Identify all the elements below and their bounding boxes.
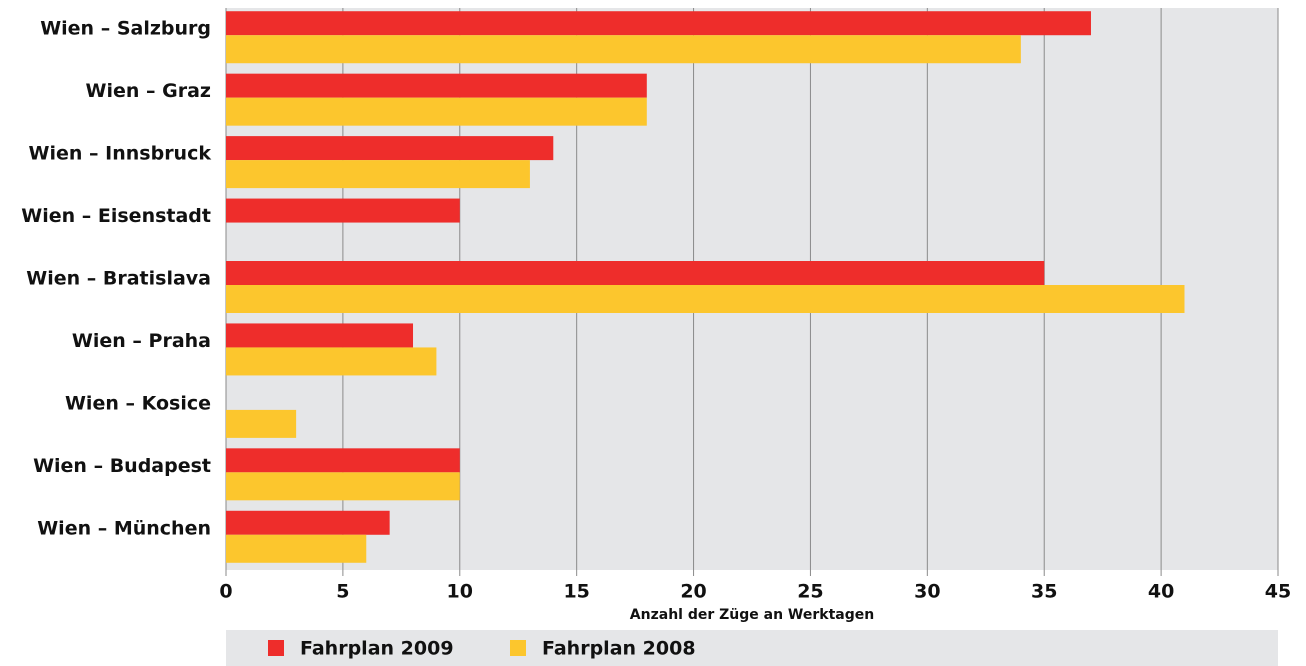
bar [226, 285, 1185, 313]
y-tick-label: Wien – Eisenstadt [21, 205, 211, 227]
legend-swatch [268, 640, 284, 656]
y-tick-label: Wien – Salzburg [40, 18, 211, 40]
legend-background [226, 630, 1278, 666]
x-tick-label: 5 [336, 581, 349, 603]
bar [226, 35, 1021, 64]
legend-label: Fahrplan 2008 [542, 638, 696, 660]
x-tick-label: 15 [563, 581, 589, 603]
bar [226, 472, 460, 501]
x-tick-label: 35 [1031, 581, 1057, 603]
bar [226, 261, 1045, 285]
y-tick-label: Wien – München [37, 517, 211, 539]
y-tick-label: Wien – Kosice [65, 392, 211, 414]
y-tick-label: Wien – Budapest [33, 455, 211, 477]
y-tick-label: Wien – Praha [72, 330, 211, 352]
bar [226, 448, 460, 473]
x-axis-label: Anzahl der Züge an Werktagen [630, 607, 874, 623]
y-tick-label: Wien – Innsbruck [29, 143, 212, 165]
bar [226, 73, 647, 98]
x-tick-label: 30 [914, 581, 940, 603]
y-tick-label: Wien – Bratislava [26, 268, 211, 290]
x-tick-label: 10 [447, 581, 473, 603]
legend-swatch [510, 640, 526, 656]
bar [226, 160, 530, 189]
bar [226, 347, 437, 376]
bar [226, 198, 460, 223]
bar [226, 409, 297, 438]
x-tick-label: 0 [219, 581, 232, 603]
x-tick-label: 20 [680, 581, 706, 603]
x-tick-label: 45 [1265, 581, 1291, 603]
bar [226, 323, 414, 348]
bar [226, 136, 554, 161]
bar [226, 97, 647, 126]
x-tick-label: 40 [1148, 581, 1174, 603]
x-tick-label: 25 [797, 581, 823, 603]
bar [226, 534, 367, 563]
legend-label: Fahrplan 2009 [300, 638, 454, 660]
bar [226, 510, 390, 535]
bar [226, 11, 1091, 36]
y-tick-label: Wien – Graz [86, 80, 211, 102]
